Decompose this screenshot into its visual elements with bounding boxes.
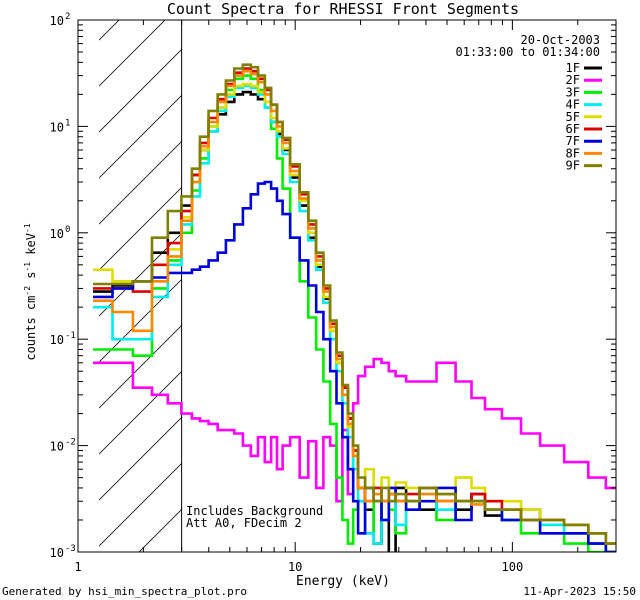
legend-label: 6F: [566, 122, 580, 136]
y-tick-label-exponent: 2: [65, 12, 70, 22]
info-time-range: 01:33:00 to 01:34:00: [456, 45, 601, 59]
legend-label: 9F: [566, 159, 580, 173]
chart-title: Count Spectra for RHESSI Front Segments: [167, 0, 519, 18]
series-line-2F: [93, 357, 616, 503]
x-ticks: 1 10 100: [74, 20, 617, 574]
series-line-9F: [93, 63, 616, 545]
x-tick-label: 10: [288, 560, 302, 574]
legend-label: 5F: [566, 110, 580, 124]
info-date: 20-Oct-2003: [521, 33, 600, 47]
y-axis-label-exp: -2: [23, 286, 32, 296]
footer-timestamp: 11-Apr-2023 15:50: [523, 585, 636, 598]
y-axis-label-part: counts cm: [24, 296, 38, 361]
legend-label: 1F: [566, 61, 580, 75]
y-tick-label: 10: [50, 546, 64, 560]
y-tick-label: 10: [50, 14, 64, 28]
y-tick-label: 10: [50, 227, 64, 241]
y-tick-label-exponent: -1: [65, 331, 76, 341]
y-tick-label: 10: [50, 333, 64, 347]
hatch-line: [99, 20, 166, 87]
series-lines: [93, 63, 616, 552]
annotation-attenuator: Att A0, FDecim 2: [186, 516, 302, 530]
y-tick-label-exponent: 1: [65, 118, 70, 128]
y-tick-label: 10: [50, 440, 64, 454]
legend-label: 7F: [566, 134, 580, 148]
hatch-line: [99, 20, 120, 41]
x-tick-label: 100: [502, 560, 524, 574]
footer-generator: Generated by hsi_min_spectra_plot.pro: [2, 585, 247, 598]
legend-label: 3F: [566, 85, 580, 99]
y-axis-label-part: s: [24, 272, 38, 286]
plot-frame: [77, 19, 617, 553]
legend-label: 2F: [566, 73, 580, 87]
y-tick-label-exponent: 0: [65, 225, 70, 235]
legend-label: 8F: [566, 146, 580, 160]
y-tick-label-exponent: -2: [65, 438, 76, 448]
legend-label: 4F: [566, 98, 580, 112]
series-line-7F: [93, 180, 616, 552]
y-axis-label-exp: -1: [23, 262, 32, 272]
y-tick-label: 10: [50, 120, 64, 134]
annotation-background: Includes Background: [186, 504, 323, 518]
y-axis-label-part: keV: [24, 233, 38, 262]
x-axis-label: Energy (keV): [296, 574, 390, 589]
y-tick-label-exponent: -3: [65, 544, 76, 554]
y-axis-label: counts cm-2 s-1 keV-1: [23, 223, 38, 360]
x-tick-label: 1: [74, 560, 81, 574]
y-axis-label-exp: -1: [23, 223, 32, 233]
